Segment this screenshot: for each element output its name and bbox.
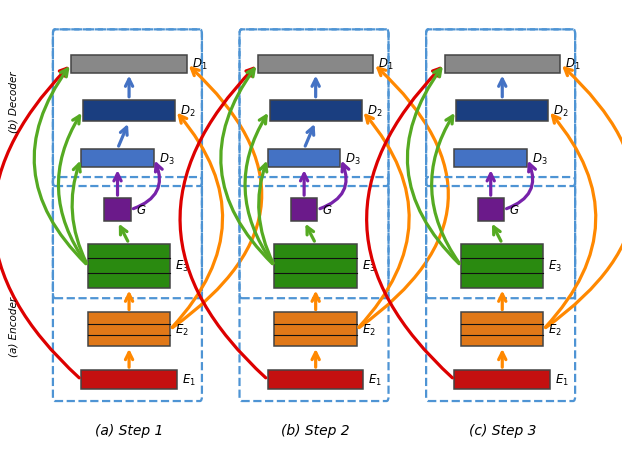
Text: $E_1$: $E_1$	[182, 372, 196, 387]
FancyBboxPatch shape	[445, 56, 560, 74]
FancyBboxPatch shape	[268, 149, 340, 168]
FancyBboxPatch shape	[478, 198, 504, 222]
Text: $D_2$: $D_2$	[554, 104, 569, 119]
Text: $D_1$: $D_1$	[378, 57, 394, 72]
FancyBboxPatch shape	[274, 313, 357, 346]
Text: $E_1$: $E_1$	[368, 372, 383, 387]
FancyBboxPatch shape	[258, 56, 373, 74]
Text: $D_3$: $D_3$	[532, 151, 547, 166]
FancyBboxPatch shape	[274, 244, 357, 288]
FancyBboxPatch shape	[461, 313, 544, 346]
Text: $D_1$: $D_1$	[565, 57, 580, 72]
Text: $D_2$: $D_2$	[367, 104, 383, 119]
FancyBboxPatch shape	[72, 56, 187, 74]
FancyBboxPatch shape	[455, 370, 550, 389]
FancyBboxPatch shape	[88, 313, 170, 346]
Text: (a) Encoder: (a) Encoder	[9, 296, 19, 356]
FancyBboxPatch shape	[456, 101, 549, 122]
FancyBboxPatch shape	[81, 370, 177, 389]
Text: $D_3$: $D_3$	[159, 151, 174, 166]
Text: $E_3$: $E_3$	[549, 258, 562, 273]
FancyBboxPatch shape	[83, 101, 175, 122]
Text: $G$: $G$	[136, 204, 146, 217]
Text: (b) Decoder: (b) Decoder	[9, 71, 19, 133]
Text: $G$: $G$	[509, 204, 519, 217]
Text: $E_3$: $E_3$	[175, 258, 189, 273]
Text: $D_1$: $D_1$	[192, 57, 207, 72]
Text: $E_2$: $E_2$	[549, 322, 562, 337]
Text: $E_1$: $E_1$	[555, 372, 569, 387]
Text: $D_2$: $D_2$	[180, 104, 196, 119]
FancyBboxPatch shape	[461, 244, 544, 288]
FancyBboxPatch shape	[455, 149, 527, 168]
Text: $E_2$: $E_2$	[362, 322, 376, 337]
FancyBboxPatch shape	[269, 101, 362, 122]
FancyBboxPatch shape	[268, 370, 363, 389]
Text: (a) Step 1: (a) Step 1	[95, 423, 163, 437]
Text: $D_3$: $D_3$	[345, 151, 361, 166]
Text: $G$: $G$	[322, 204, 333, 217]
Text: (b) Step 2: (b) Step 2	[281, 423, 350, 437]
Text: (c) Step 3: (c) Step 3	[468, 423, 536, 437]
FancyBboxPatch shape	[291, 198, 317, 222]
FancyBboxPatch shape	[88, 244, 170, 288]
FancyBboxPatch shape	[104, 198, 131, 222]
FancyBboxPatch shape	[81, 149, 154, 168]
Text: $E_2$: $E_2$	[175, 322, 189, 337]
Text: $E_3$: $E_3$	[362, 258, 376, 273]
